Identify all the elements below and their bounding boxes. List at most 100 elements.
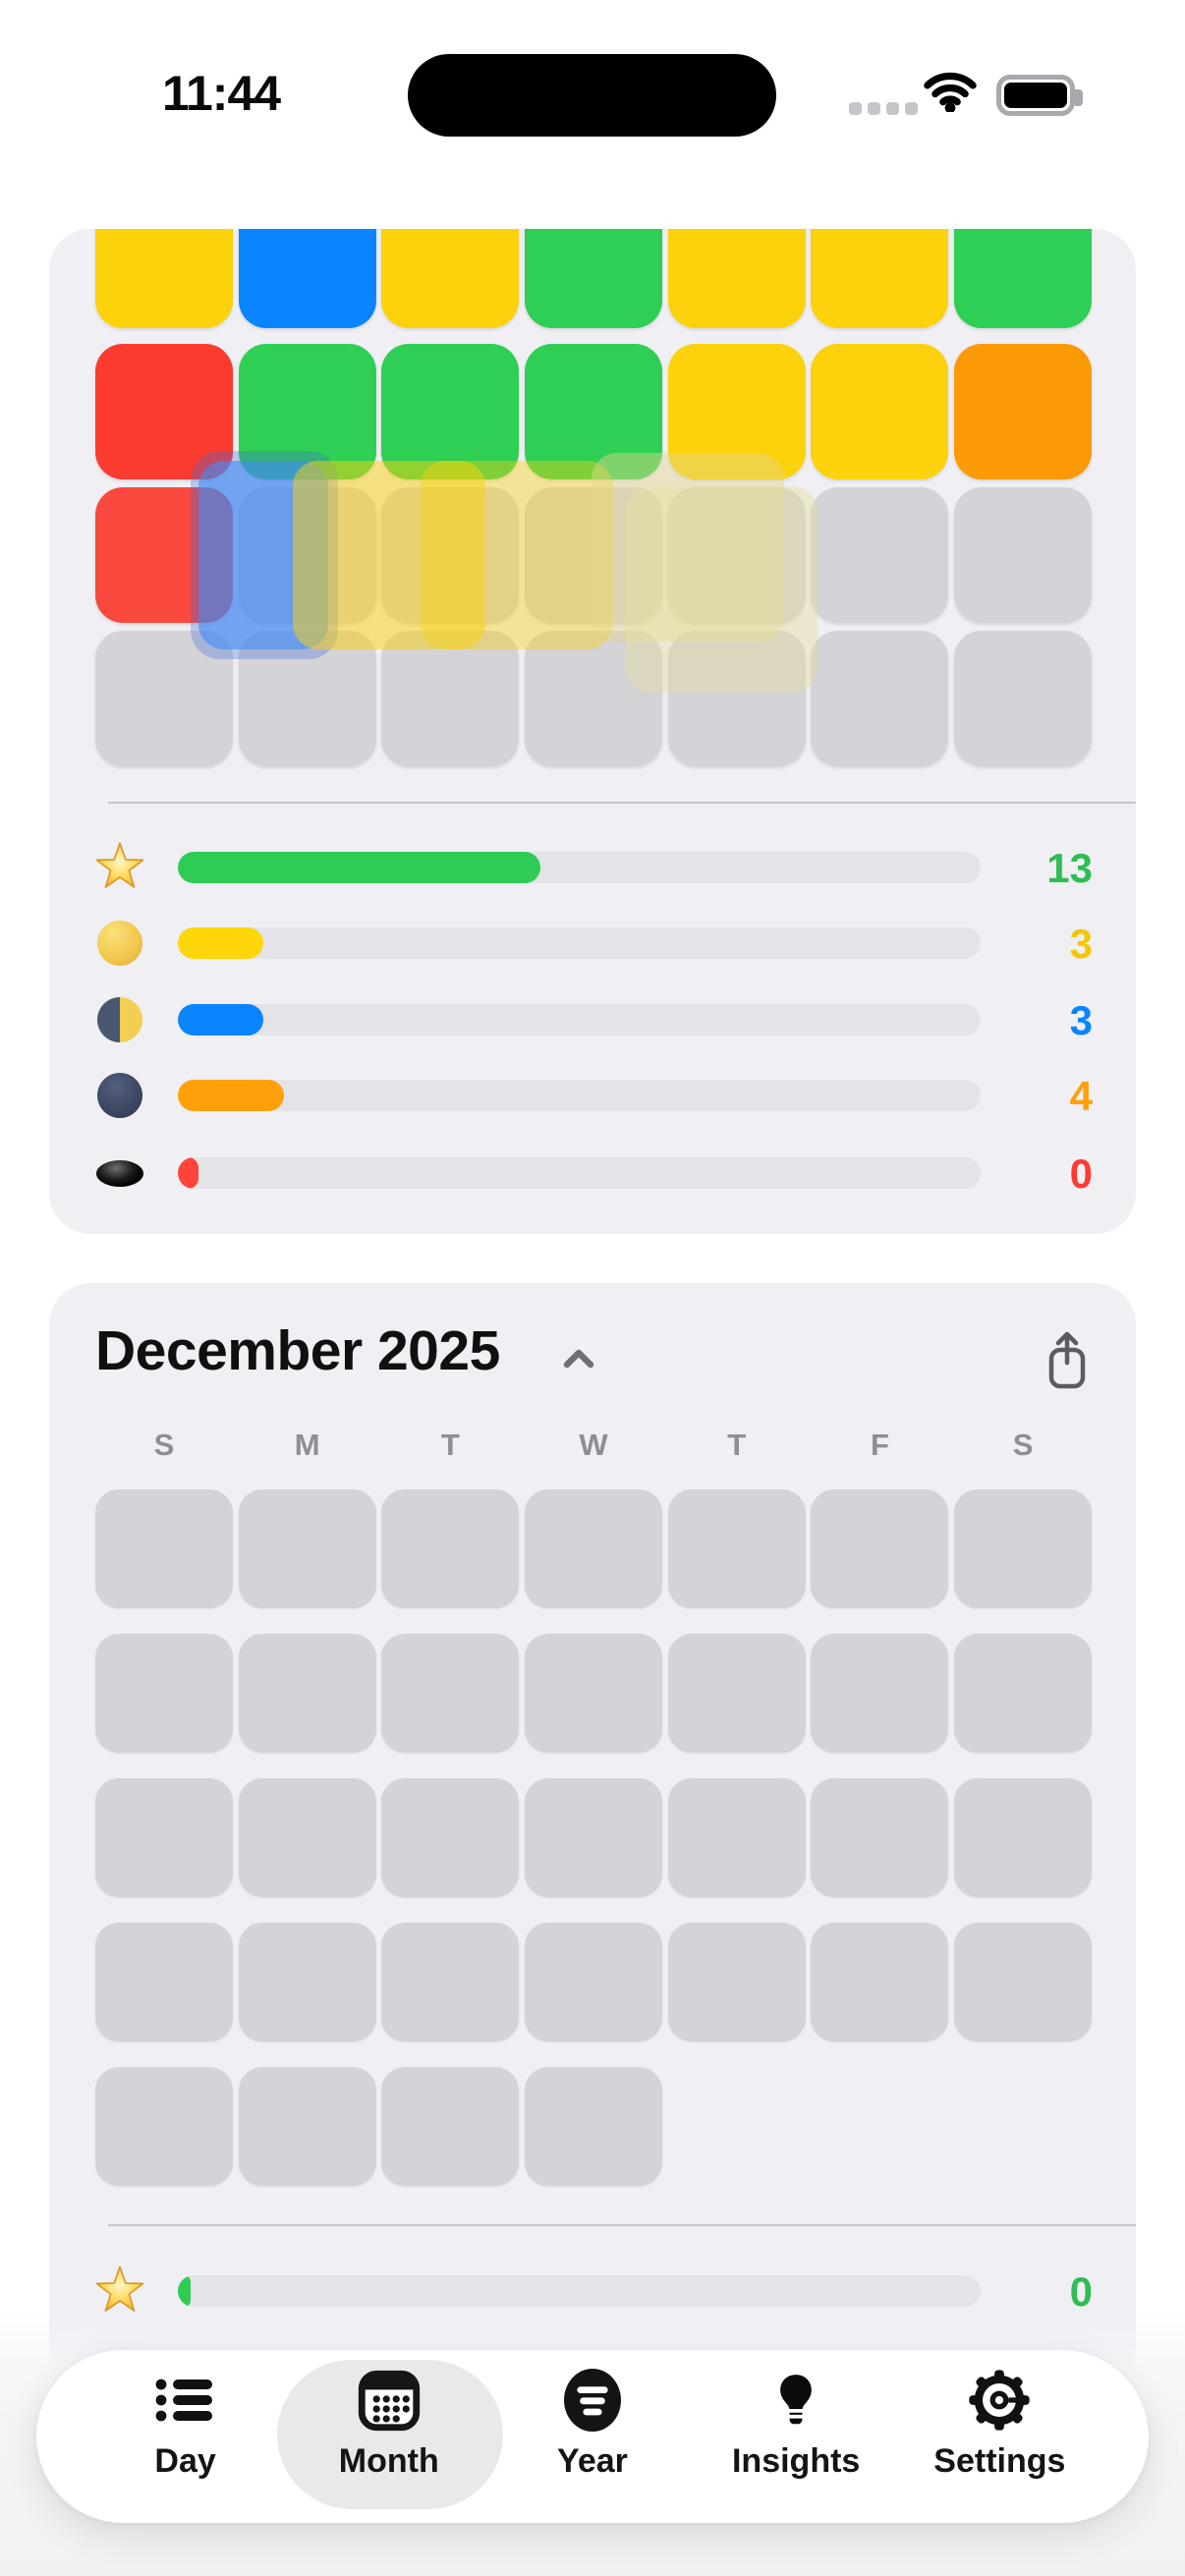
tab-month[interactable]: Month (287, 2350, 490, 2523)
day-cell[interactable] (95, 1778, 233, 1897)
calendar-icon (357, 2366, 422, 2435)
chevron-up-icon[interactable] (563, 1348, 594, 1374)
rating-progress-bar (178, 852, 981, 883)
tab-label: Day (154, 2442, 216, 2480)
day-cell[interactable] (238, 631, 376, 766)
day-cell[interactable] (954, 1634, 1093, 1753)
tab-label: Year (557, 2442, 628, 2480)
tab-settings[interactable]: Settings (898, 2350, 1101, 2523)
day-cell[interactable] (954, 1923, 1093, 2042)
day-cell[interactable] (667, 1923, 806, 2042)
day-cell[interactable] (381, 1778, 520, 1897)
day-cell[interactable] (525, 1634, 663, 1753)
day-cell[interactable] (238, 1489, 376, 1608)
tab-label: Settings (933, 2442, 1066, 2480)
tab-day[interactable]: Day (84, 2350, 287, 2523)
day-cell[interactable] (381, 1489, 520, 1608)
calendar-grid-row (95, 1489, 1093, 1608)
day-cell[interactable] (95, 1923, 233, 2042)
day-cell[interactable] (954, 487, 1093, 623)
calendar-grid-row (95, 1778, 1093, 1897)
day-cell[interactable] (525, 1923, 663, 2042)
day-cell[interactable] (238, 229, 376, 328)
day-cell[interactable] (667, 487, 806, 623)
status-time: 11:44 (161, 66, 281, 121)
day-cell[interactable] (381, 1634, 520, 1753)
day-cell[interactable] (381, 631, 520, 766)
tab-insights[interactable]: Insights (695, 2350, 898, 2523)
day-cell[interactable] (667, 229, 806, 328)
day-cell[interactable] (667, 631, 806, 766)
lightbulb-icon (775, 2366, 817, 2435)
day-cell[interactable] (811, 1489, 949, 1608)
day-cell[interactable] (525, 1778, 663, 1897)
day-cell[interactable] (811, 1634, 949, 1753)
month-title[interactable]: December 2025 (95, 1319, 500, 1382)
day-cell[interactable] (811, 1778, 949, 1897)
new-moon-icon (92, 1068, 147, 1123)
day-cell[interactable] (95, 631, 233, 766)
day-cell[interactable] (238, 344, 376, 479)
day-cell[interactable] (525, 344, 663, 479)
weekday-label: T (727, 1428, 747, 1462)
day-cell[interactable] (667, 1634, 806, 1753)
weekday-header: S M T W T F S (95, 1428, 1092, 1463)
gear-icon (968, 2366, 1031, 2435)
day-cell[interactable] (811, 631, 949, 766)
day-cell[interactable] (954, 229, 1093, 328)
day-cell[interactable] (238, 1778, 376, 1897)
day-cell[interactable] (954, 1778, 1093, 1897)
day-cell[interactable] (95, 229, 233, 328)
drag-ghost-pale (592, 453, 784, 642)
rating-count: 3 (1069, 921, 1093, 967)
day-cell[interactable] (954, 344, 1093, 479)
day-cell[interactable] (667, 1489, 806, 1608)
filter-circle-icon (563, 2366, 622, 2435)
day-cell[interactable] (95, 344, 233, 479)
day-cell[interactable] (95, 1489, 233, 1608)
weekday-label: S (1012, 1428, 1034, 1462)
day-cell[interactable] (811, 344, 949, 479)
day-cell[interactable] (381, 1923, 520, 2042)
calendar-grid-row (95, 1923, 1093, 2042)
day-cell[interactable] (811, 487, 949, 623)
day-cell[interactable] (525, 1489, 663, 1608)
rating-progress-bar (178, 2275, 981, 2307)
calendar-grid-row (95, 2067, 663, 2186)
rating-count: 4 (1069, 1073, 1093, 1119)
share-icon[interactable] (1047, 1331, 1087, 1395)
tab-label: Insights (731, 2442, 861, 2480)
day-cell[interactable] (667, 1778, 806, 1897)
day-cell[interactable] (95, 1634, 233, 1753)
day-cell[interactable] (525, 487, 663, 623)
calendar-grid-row (95, 1634, 1093, 1753)
rating-progress-bar (178, 1157, 981, 1189)
day-cell[interactable] (525, 2067, 663, 2186)
day-cell[interactable] (954, 631, 1093, 766)
weekday-label: F (870, 1428, 889, 1462)
day-cell[interactable] (525, 229, 663, 328)
day-cell[interactable] (238, 1634, 376, 1753)
tab-year[interactable]: Year (490, 2350, 694, 2523)
day-cell[interactable] (381, 229, 520, 328)
day-cell[interactable] (381, 2067, 520, 2186)
full-moon-icon (92, 916, 147, 971)
rating-progress-bar (178, 927, 981, 959)
day-cell[interactable] (954, 1489, 1093, 1608)
drag-ghost-yellow (421, 461, 613, 649)
rating-count: 3 (1069, 997, 1093, 1043)
day-cell[interactable] (381, 344, 520, 479)
weekday-label: T (440, 1428, 460, 1462)
day-cell[interactable] (811, 1923, 949, 2042)
day-cell[interactable] (238, 1923, 376, 2042)
drag-ghost-yellow (293, 461, 485, 649)
day-cell[interactable] (667, 344, 806, 479)
divider (108, 802, 1136, 804)
day-cell[interactable] (525, 631, 663, 766)
day-cell[interactable] (811, 229, 949, 328)
wifi-icon (923, 71, 978, 117)
day-cell[interactable] (95, 2067, 233, 2186)
legend-row-full-moon: 3 (49, 912, 1136, 975)
day-cell[interactable] (238, 2067, 376, 2186)
